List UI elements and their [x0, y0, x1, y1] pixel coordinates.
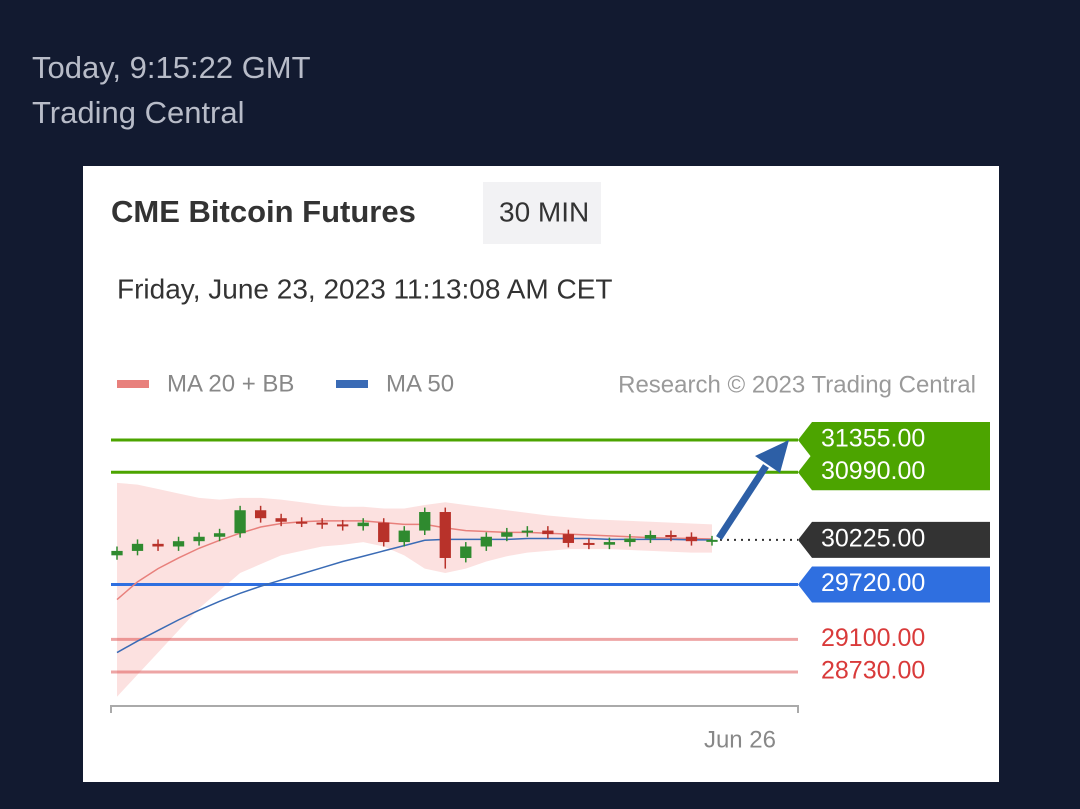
- candle-body: [419, 512, 431, 531]
- source: Trading Central: [32, 95, 245, 130]
- candle-body: [665, 534, 677, 537]
- chart-title: CME Bitcoin Futures: [111, 194, 416, 229]
- level-label: 30990.00: [821, 457, 925, 485]
- legend-swatch: [117, 380, 149, 388]
- candle-body: [624, 538, 636, 543]
- candle-body: [234, 510, 246, 534]
- candle-body: [685, 536, 698, 542]
- chart: CME Bitcoin Futures 30 MIN Friday, June …: [110, 182, 990, 753]
- candle-body: [172, 541, 185, 547]
- candle-body: [480, 536, 492, 547]
- chart-card: CME Bitcoin Futures 30 MIN Friday, June …: [83, 166, 999, 782]
- x-axis: [110, 705, 799, 713]
- candle-body: [316, 522, 328, 525]
- legend-label: MA 50: [386, 370, 454, 397]
- candle-body: [193, 536, 205, 542]
- candle-body: [706, 539, 718, 542]
- candle-body: [521, 530, 533, 533]
- level-tag: [798, 566, 990, 603]
- candle-body: [542, 530, 554, 535]
- credit: Research © 2023 Trading Central: [618, 371, 976, 398]
- candle-body: [357, 522, 369, 527]
- candle-body: [254, 510, 267, 519]
- candle-body: [296, 521, 308, 524]
- timestamp: Today, 9:15:22 GMT: [32, 50, 311, 85]
- candle-body: [275, 518, 287, 522]
- ma-line: [116, 520, 713, 601]
- bollinger-band: [117, 482, 712, 697]
- arrow-head: [755, 440, 789, 473]
- candle-body: [131, 543, 144, 551]
- candle-body: [583, 542, 595, 545]
- candle-body: [644, 534, 657, 539]
- interval: 30 MIN: [499, 196, 589, 227]
- candle-body: [152, 543, 164, 547]
- level-label: 31355.00: [821, 425, 925, 453]
- level-label: 30225.00: [821, 524, 925, 552]
- legend-label: MA 20 + BB: [167, 370, 294, 397]
- interval-bg: [483, 182, 601, 244]
- level-tag: [798, 521, 990, 558]
- candle-body: [111, 550, 123, 556]
- candle-body: [213, 533, 226, 537]
- candle-body: [439, 512, 451, 558]
- level-tag: [798, 454, 990, 491]
- chart-subtitle: Friday, June 23, 2023 11:13:08 AM CET: [117, 273, 612, 304]
- candle-body: [398, 530, 410, 543]
- candle-body: [603, 542, 616, 545]
- forecast-arrow: [716, 464, 769, 540]
- ma-line: [116, 537, 712, 654]
- candle-body: [378, 522, 390, 543]
- candle-body: [337, 524, 349, 527]
- candle-body: [501, 532, 513, 537]
- candle-body: [460, 546, 472, 558]
- x-axis-label: Jun 26: [704, 726, 776, 753]
- level-label: 28730.00: [821, 657, 925, 685]
- level-label: 29100.00: [821, 624, 925, 652]
- level-label: 29720.00: [821, 569, 925, 597]
- candle-body: [562, 534, 575, 543]
- level-tag: [798, 421, 990, 458]
- legend-swatch: [336, 380, 368, 388]
